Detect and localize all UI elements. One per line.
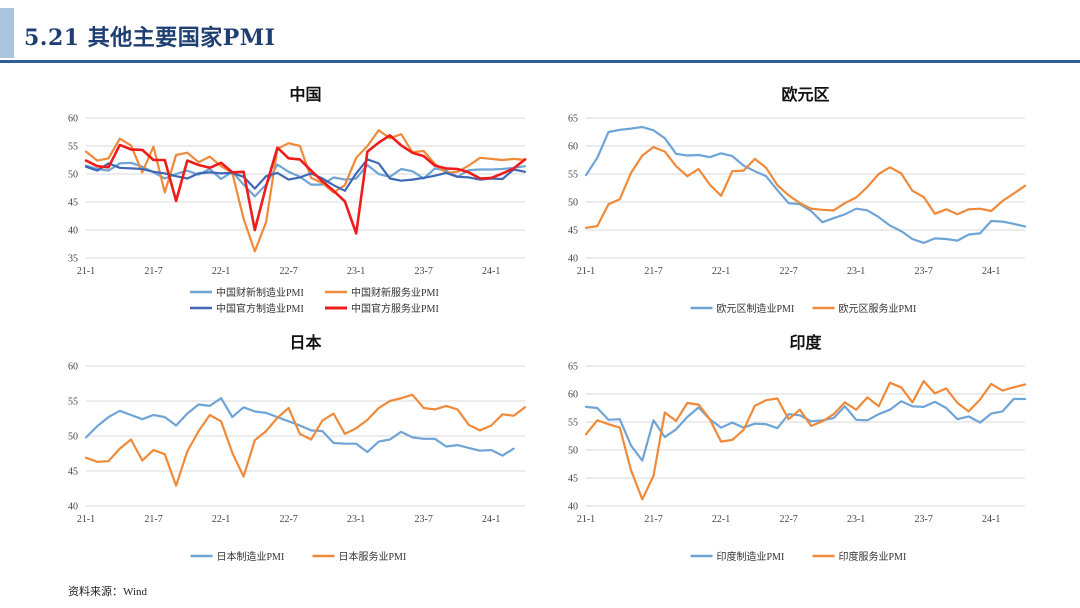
x-tick-label: 23-7 [415,266,433,277]
y-tick-label: 40 [68,226,78,237]
x-tick-label: 22-7 [279,514,297,525]
y-tick-label: 35 [68,254,78,265]
header-rule [0,60,1080,63]
y-tick-label: 40 [568,254,578,265]
y-tick-label: 45 [568,226,578,237]
series-line [584,379,1027,501]
y-tick-label: 60 [568,390,578,401]
x-tick-label: 21-7 [644,514,662,525]
x-tick-label: 21-1 [577,514,595,525]
x-tick-label: 23-1 [347,266,365,277]
x-tick-label: 23-7 [415,514,433,525]
chart-title: 印度 [789,333,822,352]
y-tick-label: 55 [568,418,578,429]
legend-label: 欧元区制造业PMI [717,302,795,315]
page-header: 5.21 其他主要国家PMI [0,0,1080,63]
y-tick-label: 50 [68,432,78,443]
y-tick-label: 55 [68,142,78,153]
y-tick-label: 65 [568,362,578,373]
series-line [84,393,527,487]
x-tick-label: 24-1 [982,266,1000,277]
y-tick-label: 50 [568,198,578,209]
y-tick-label: 60 [568,142,578,153]
legend-label: 中国官方服务业PMI [351,302,439,315]
chart-title: 中国 [289,85,321,104]
source-note: 资料来源：Wind [68,586,147,598]
y-tick-label: 60 [68,114,78,125]
series-line [84,161,527,198]
y-tick-label: 50 [568,446,578,457]
series-line [84,134,527,235]
page-title: 5.21 其他主要国家PMI [24,25,276,51]
series-line [84,129,527,253]
x-tick-label: 21-1 [577,266,595,277]
legend-label: 日本服务业PMI [339,550,407,563]
x-tick-label: 22-7 [779,266,797,277]
header-accent-bar [0,8,14,58]
y-tick-label: 40 [68,502,78,513]
x-tick-label: 24-1 [482,266,500,277]
legend-label: 印度服务业PMI [839,550,907,563]
y-tick-label: 65 [568,114,578,125]
x-tick-label: 23-1 [347,514,365,525]
x-tick-label: 21-1 [77,266,95,277]
y-tick-label: 60 [68,362,78,373]
series-line [584,145,1027,229]
y-tick-label: 40 [568,502,578,513]
series-line [584,125,1027,244]
x-tick-label: 21-1 [77,514,95,525]
y-tick-label: 45 [568,474,578,485]
x-tick-label: 24-1 [482,514,500,525]
x-tick-label: 23-1 [847,514,865,525]
series-line [584,397,1027,462]
x-tick-label: 21-7 [144,266,162,277]
x-tick-label: 21-7 [144,514,162,525]
legend-label: 印度制造业PMI [717,550,785,563]
x-tick-label: 22-1 [212,514,230,525]
y-tick-label: 55 [68,397,78,408]
chart-title: 欧元区 [781,85,829,104]
legend-label: 中国官方制造业PMI [216,302,304,315]
x-tick-label: 22-1 [212,266,230,277]
series-line [84,158,527,192]
x-tick-label: 23-7 [915,266,933,277]
legend-label: 日本制造业PMI [217,550,285,563]
x-tick-label: 22-1 [712,514,730,525]
legend-label: 欧元区服务业PMI [839,302,917,315]
y-tick-label: 45 [68,198,78,209]
chart-title: 日本 [289,333,321,352]
x-tick-label: 22-7 [279,266,297,277]
y-tick-label: 45 [68,467,78,478]
legend-label: 中国财新服务业PMI [351,286,439,299]
x-tick-label: 22-1 [712,266,730,277]
legend-label: 中国财新制造业PMI [216,286,304,299]
x-tick-label: 22-7 [779,514,797,525]
x-tick-label: 21-7 [644,266,662,277]
y-tick-label: 55 [568,170,578,181]
x-tick-label: 23-7 [915,514,933,525]
x-tick-label: 24-1 [982,514,1000,525]
series-line [84,397,515,457]
x-tick-label: 23-1 [847,266,865,277]
y-tick-label: 50 [68,170,78,181]
